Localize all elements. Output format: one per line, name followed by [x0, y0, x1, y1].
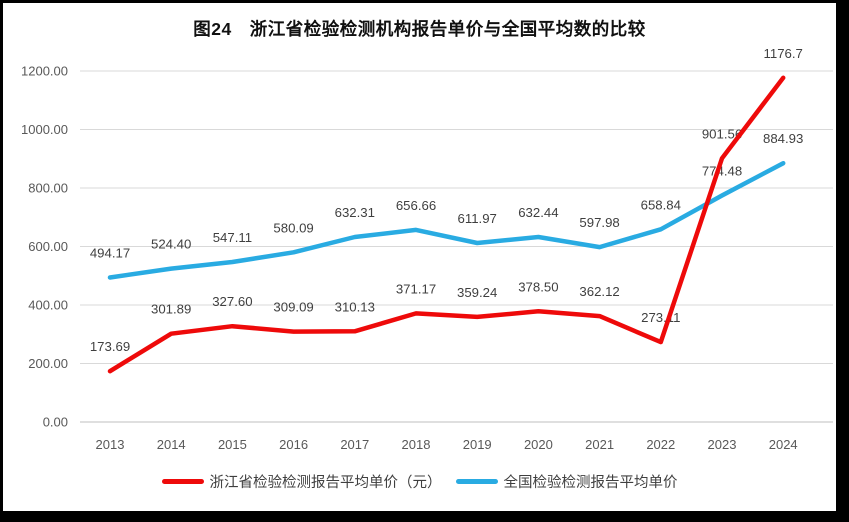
data-label: 580.09 [273, 220, 313, 235]
y-axis-tick-label: 200.00 [28, 356, 68, 371]
x-axis-tick-label: 2018 [402, 437, 431, 452]
x-axis-tick-label: 2013 [96, 437, 125, 452]
data-label: 524.40 [151, 237, 191, 252]
data-label: 378.50 [518, 279, 558, 294]
series-line [107, 75, 786, 374]
y-axis-tick-label: 400.00 [28, 298, 68, 313]
y-axis-tick-label: 1200.00 [21, 64, 68, 79]
data-label: 774.48 [702, 163, 742, 178]
x-axis-tick-label: 2020 [524, 437, 553, 452]
data-label: 597.98 [579, 215, 619, 230]
x-axis-tick-label: 2016 [279, 437, 308, 452]
data-label: 310.13 [335, 299, 375, 314]
x-axis-tick-label: 2023 [708, 437, 737, 452]
data-label: 884.93 [763, 131, 803, 146]
data-label: 273.11 [641, 310, 680, 325]
series-line [107, 160, 786, 280]
x-axis-tick-label: 2019 [463, 437, 492, 452]
data-label: 632.44 [518, 205, 558, 220]
y-axis-tick-label: 1000.00 [21, 122, 68, 137]
x-axis-tick-label: 2017 [340, 437, 369, 452]
line-chart: 0.00 200.00 400.00 600.00 800.00 1000.00 1200.… [21, 46, 833, 452]
data-label: 901.56 [702, 126, 742, 141]
legend-label-zhejiang: 浙江省检验检测报告平均单价（元） [209, 475, 442, 491]
data-label: 656.66 [396, 198, 436, 213]
chart-canvas: 图24 浙江省检验检测机构报告单价与全国平均数的比较 0.00 200.00 400… [3, 3, 836, 511]
data-label: 359.24 [457, 285, 497, 300]
data-label: 301.89 [151, 302, 191, 317]
data-label: 632.31 [335, 205, 375, 220]
x-axis-tick-label: 2015 [218, 437, 247, 452]
legend-item-zhejiang: 浙江省检验检测报告平均单价（元） [161, 471, 442, 492]
chart-title: 图24 浙江省检验检测机构报告单价与全国平均数的比较 [193, 19, 646, 39]
y-axis-tick-label: 800.00 [28, 181, 68, 196]
data-label: 327.60 [212, 294, 252, 309]
data-label: 611.97 [458, 211, 497, 226]
data-label: 362.12 [579, 284, 619, 299]
x-axis-tick-label: 2021 [585, 437, 614, 452]
national-line-swatch [455, 479, 498, 484]
data-label: 173.69 [90, 339, 130, 354]
data-label: 309.09 [273, 300, 313, 315]
y-axis-tick-label: 600.00 [28, 239, 68, 254]
y-axis-tick-label: 0.00 [43, 415, 68, 430]
legend-item-national: 全国检验检测报告平均单价 [455, 471, 678, 492]
data-label: 1176.7 [764, 46, 803, 61]
x-axis-tick-label: 2024 [769, 437, 798, 452]
data-label: 494.17 [90, 245, 130, 260]
data-label: 547.11 [213, 230, 252, 245]
data-label: 371.17 [396, 281, 436, 296]
data-label: 658.84 [641, 197, 681, 212]
x-axis-tick-label: 2022 [646, 437, 675, 452]
legend-label-national: 全国检验检测报告平均单价 [503, 475, 678, 491]
x-axis-tick-label: 2014 [157, 437, 186, 452]
zhejiang-line-swatch [161, 479, 204, 484]
chart-legend: 浙江省检验检测报告平均单价（元） 全国检验检测报告平均单价 [3, 471, 836, 492]
